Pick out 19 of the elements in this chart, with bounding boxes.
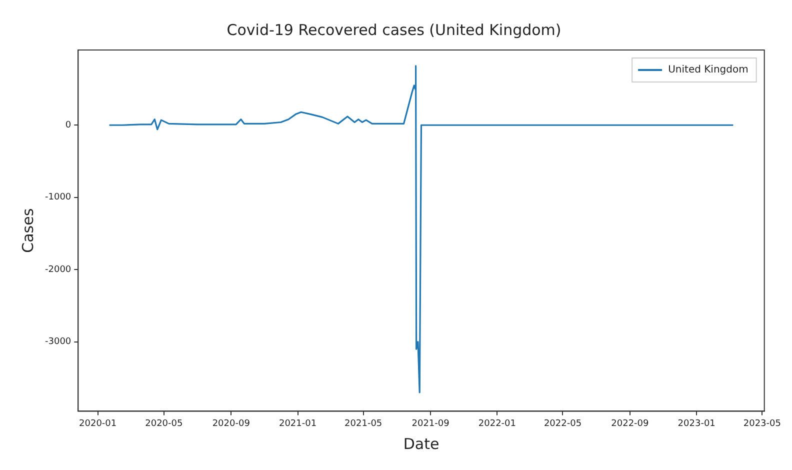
x-tick-label: 2021-01	[278, 418, 317, 429]
x-tick-label: 2021-05	[344, 418, 382, 429]
x-tick-label: 2020-05	[145, 418, 183, 429]
x-tick-label: 2022-01	[478, 418, 516, 429]
x-tick-label: 2020-01	[79, 418, 117, 429]
y-tick-label: -2000	[44, 264, 72, 275]
legend-label: United Kingdom	[668, 64, 748, 76]
y-tick-label: 0	[65, 120, 72, 130]
x-tick-label: 2023-05	[743, 418, 781, 429]
y-tick-label: -3000	[44, 337, 72, 348]
x-tick-label: 2021-09	[412, 418, 450, 429]
y-axis-title: Cases	[18, 208, 37, 253]
x-tick-label: 2022-05	[544, 418, 582, 429]
x-tick-label: 2023-01	[678, 418, 716, 429]
x-axis-title: Date	[403, 434, 440, 453]
y-tick-label: -1000	[44, 192, 72, 203]
chart-title: Covid-19 Recovered cases (United Kingdom)	[226, 20, 562, 39]
x-tick-label: 2020-09	[212, 418, 250, 429]
x-tick-label: 2022-09	[611, 418, 650, 429]
